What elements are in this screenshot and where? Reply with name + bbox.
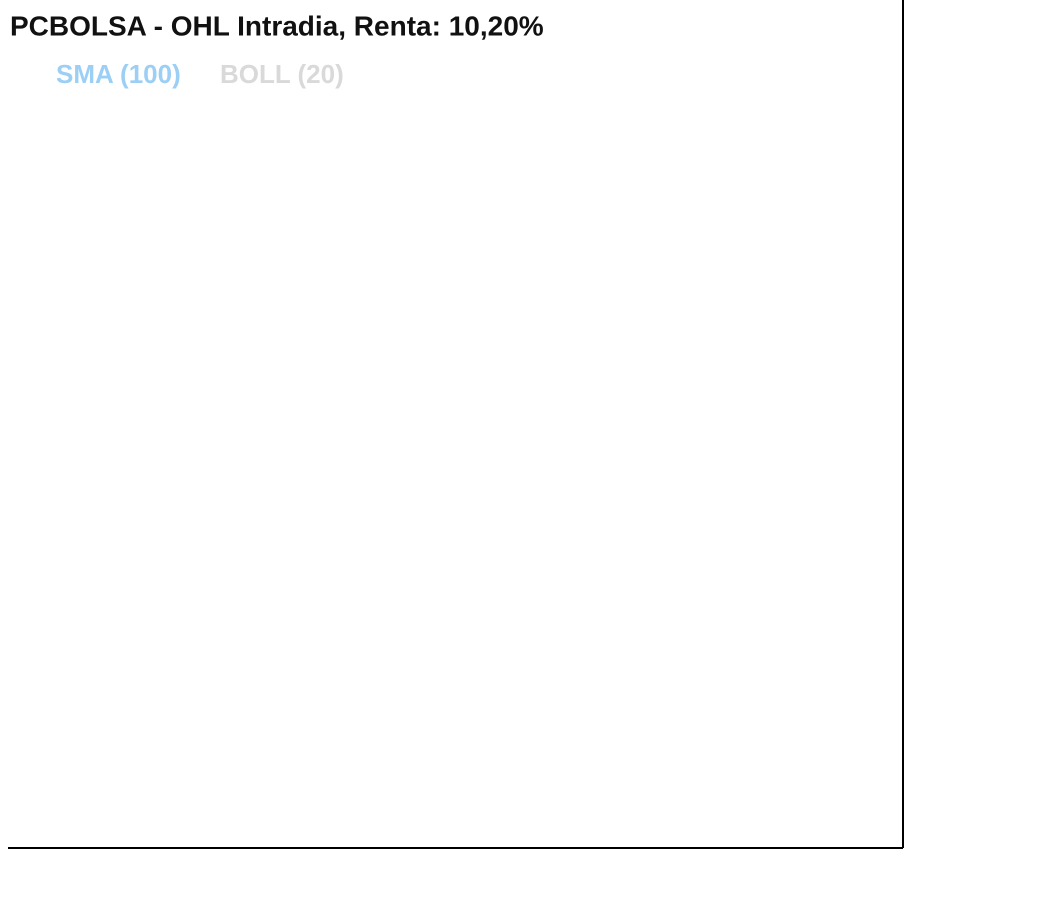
title-background bbox=[4, 6, 650, 48]
legend-boll: BOLL (20) bbox=[220, 59, 344, 89]
plot-area bbox=[8, 0, 903, 848]
chart-title: PCBOLSA - OHL Intradia, Renta: 10,20% bbox=[10, 10, 544, 41]
legend-sma: SMA (100) bbox=[56, 59, 181, 89]
